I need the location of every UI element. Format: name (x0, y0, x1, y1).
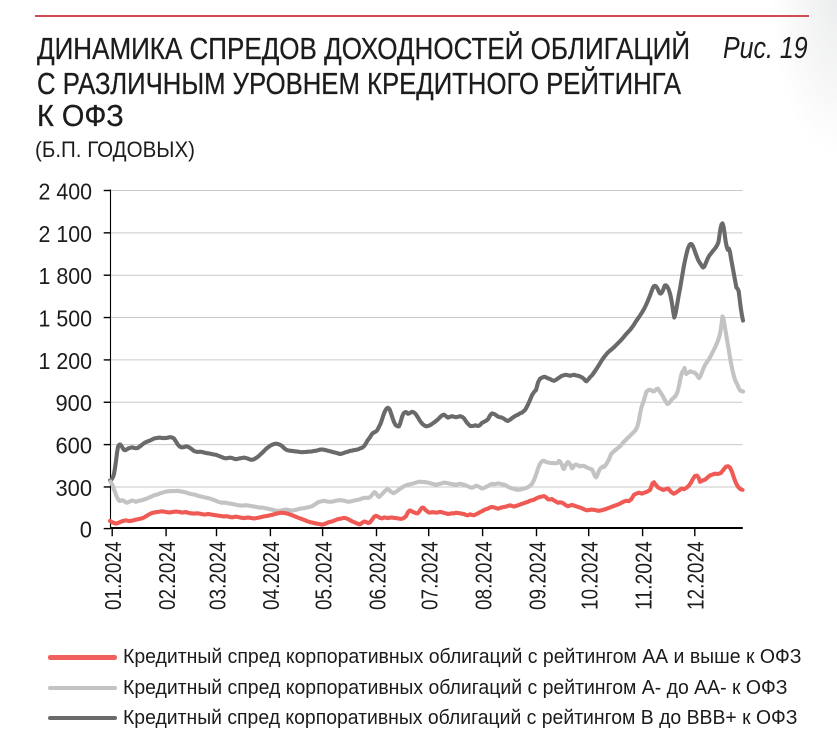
svg-text:06.2024: 06.2024 (364, 541, 390, 610)
svg-text:300: 300 (56, 475, 93, 501)
svg-text:600: 600 (56, 433, 93, 459)
svg-text:11.2024: 11.2024 (630, 541, 656, 610)
svg-text:900: 900 (56, 390, 93, 416)
svg-text:07.2024: 07.2024 (417, 541, 443, 610)
svg-text:09.2024: 09.2024 (524, 541, 550, 610)
svg-text:0: 0 (80, 517, 92, 543)
svg-text:02.2024: 02.2024 (154, 541, 180, 610)
svg-text:1 500: 1 500 (39, 306, 93, 332)
svg-text:1 800: 1 800 (39, 263, 93, 289)
svg-text:2 400: 2 400 (39, 179, 93, 205)
svg-text:08.2024: 08.2024 (470, 541, 496, 610)
svg-text:05.2024: 05.2024 (310, 541, 336, 610)
svg-text:04.2024: 04.2024 (258, 541, 284, 610)
svg-text:03.2024: 03.2024 (204, 541, 230, 610)
svg-text:2 100: 2 100 (39, 221, 93, 247)
svg-text:12.2024: 12.2024 (683, 541, 709, 610)
svg-text:1 200: 1 200 (39, 348, 93, 374)
svg-text:01.2024: 01.2024 (100, 541, 126, 610)
svg-text:10.2024: 10.2024 (577, 541, 603, 610)
